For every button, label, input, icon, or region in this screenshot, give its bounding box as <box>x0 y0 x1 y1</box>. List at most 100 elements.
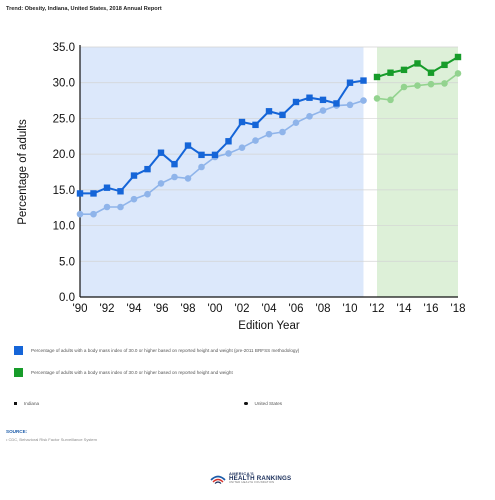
data-point-nation-1995 <box>144 190 151 198</box>
source-heading: SOURCE: <box>6 429 28 434</box>
y-tick-label: 30.0 <box>53 78 75 90</box>
legend-state-label: Indiana <box>24 401 40 406</box>
y-tick-label: 0.0 <box>59 292 75 304</box>
circle-marker-icon <box>244 401 248 406</box>
data-point-state-1997 <box>171 160 178 168</box>
x-tick-label: '94 <box>127 303 143 315</box>
y-tick-label: 20.0 <box>53 149 75 161</box>
x-tick-label: '10 <box>343 303 358 315</box>
data-point-nation-2011 <box>360 97 367 104</box>
square-marker-icon <box>14 402 17 405</box>
data-point-state-2008 <box>319 96 327 104</box>
x-tick-label: '18 <box>451 303 466 315</box>
source-item-text: CDC, Behavioral Risk Factor Surveillance… <box>8 437 97 442</box>
data-point-state-2009 <box>333 100 340 107</box>
data-point-state-2001 <box>225 138 232 145</box>
y-axis-label: Percentage of adults <box>17 119 29 225</box>
data-point-nation-1993 <box>117 203 124 211</box>
legend-new-method-label: Percentage of adults with a body mass in… <box>31 370 233 375</box>
data-point-state-2007 <box>306 94 313 101</box>
data-point-nation-1997 <box>171 173 178 181</box>
data-point-state-2017 <box>441 61 448 69</box>
x-tick-label: '06 <box>289 303 304 315</box>
x-tick-label: '14 <box>397 303 413 315</box>
data-point-nation-1999 <box>198 163 205 171</box>
y-tick-label: 10.0 <box>53 221 75 233</box>
logo-main-text: HEALTH RANKINGS <box>229 475 292 482</box>
x-tick-label: '12 <box>370 303 385 315</box>
data-point-nation-2017 <box>441 80 448 87</box>
data-point-nation-2005 <box>279 128 286 136</box>
data-point-state-1994 <box>130 172 138 179</box>
data-point-state-2018 <box>454 53 462 61</box>
data-point-nation-2013 <box>387 96 394 104</box>
logo: AMERICA'S HEALTH RANKINGS UNITED HEALTH … <box>210 472 291 485</box>
x-tick-label: '08 <box>316 303 331 315</box>
legend-nation-marker: United States <box>244 401 282 406</box>
data-point-nation-2008 <box>319 107 327 114</box>
data-point-state-1992 <box>103 184 111 191</box>
x-tick-label: '98 <box>181 303 196 315</box>
legend-swatch-new <box>14 368 23 377</box>
trend-chart: 0.0 5.0 10.0 15.0 20.0 25.0 30.0 35.0 '90 '92 '94 '… <box>17 42 466 332</box>
data-point-state-2000 <box>211 151 219 159</box>
data-point-nation-2010 <box>346 101 354 109</box>
x-tick-label: '02 <box>235 303 250 315</box>
data-point-nation-2014 <box>400 83 408 91</box>
data-point-nation-2012 <box>373 95 381 102</box>
data-point-state-1999 <box>198 151 205 159</box>
logo-mark-icon <box>210 476 226 485</box>
data-point-nation-1992 <box>103 203 111 211</box>
data-point-nation-2018 <box>454 70 462 77</box>
data-point-state-2004 <box>265 108 273 115</box>
data-point-state-2011 <box>360 77 367 84</box>
data-point-nation-2003 <box>252 137 259 144</box>
legend-nation-label: United States <box>254 401 283 406</box>
data-point-state-1990 <box>76 190 84 197</box>
logo-top-text: AMERICA'S <box>229 471 254 476</box>
data-point-nation-1990 <box>76 210 84 218</box>
series-line-state-pre-2011 <box>80 79 364 195</box>
data-point-state-2016 <box>427 69 435 76</box>
report-title: Trend: Obesity, Indiana, United States, … <box>6 6 162 12</box>
legend-new-method: Percentage of adults with a body mass in… <box>14 368 233 377</box>
x-tick-label: '92 <box>100 303 115 315</box>
x-tick-label: '90 <box>73 303 88 315</box>
data-point-state-1991 <box>90 190 97 197</box>
x-tick-label: '04 <box>262 303 278 315</box>
data-point-state-2003 <box>252 121 259 129</box>
data-point-nation-1991 <box>90 210 97 218</box>
data-point-nation-1994 <box>130 195 138 203</box>
data-point-state-1995 <box>144 165 151 173</box>
data-point-state-1996 <box>157 149 165 156</box>
data-point-nation-2015 <box>414 82 421 89</box>
y-tick-label: 5.0 <box>59 256 75 268</box>
data-point-nation-1996 <box>157 180 165 187</box>
data-point-state-2012 <box>373 73 381 81</box>
data-point-nation-2016 <box>427 80 435 88</box>
data-point-state-2015 <box>414 60 421 67</box>
data-point-state-2002 <box>238 118 246 126</box>
x-axis-label: Edition Year <box>238 320 300 332</box>
legend-old-method-label: Percentage of adults with a body mass in… <box>31 348 300 353</box>
y-tick-label: 25.0 <box>53 113 75 125</box>
data-point-nation-2002 <box>238 144 246 152</box>
data-point-state-1998 <box>184 142 192 149</box>
data-point-state-2014 <box>400 66 408 74</box>
x-tick-label: '96 <box>154 303 169 315</box>
data-point-state-2013 <box>387 69 394 76</box>
legend-swatch-old <box>14 346 23 355</box>
x-tick-label: '16 <box>424 303 439 315</box>
logo-sub-text: UNITED HEALTH FOUNDATION <box>229 481 275 485</box>
data-point-nation-2006 <box>292 119 300 127</box>
region-old-method <box>80 47 364 297</box>
legend-state-marker: Indiana <box>14 401 39 406</box>
data-point-nation-1998 <box>184 175 192 182</box>
legend-old-method: Percentage of adults with a body mass in… <box>14 346 299 355</box>
source-item: • CDC, Behavioral Risk Factor Surveillan… <box>6 437 97 442</box>
data-point-state-2006 <box>292 98 300 106</box>
data-point-state-1993 <box>117 188 124 195</box>
data-point-state-2010 <box>346 79 354 86</box>
x-tick-label: '00 <box>208 303 223 315</box>
series-line-nation-pre-2011 <box>80 99 364 215</box>
